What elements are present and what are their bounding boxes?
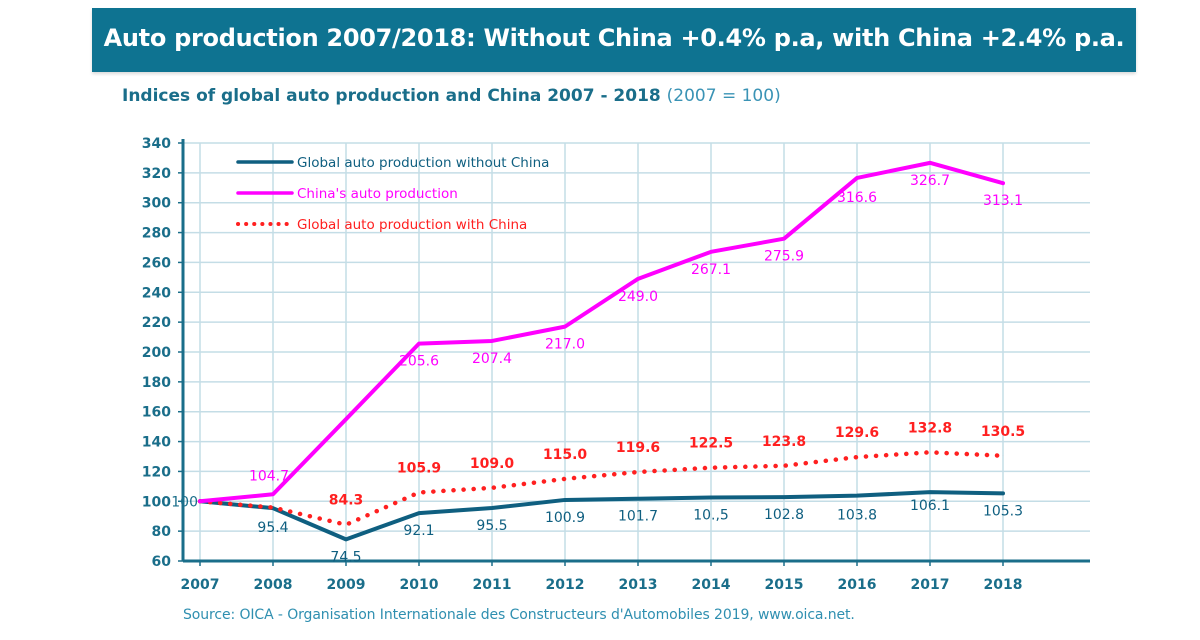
grid [183, 142, 1090, 561]
series-china-label: 249.0 [618, 289, 658, 305]
y-tick-label: 320 [142, 166, 171, 182]
y-tick-label: 120 [142, 464, 171, 480]
series-china-legend-label: China's auto production [297, 186, 458, 202]
series-with-china-legend-label: Global auto production with China [297, 217, 527, 233]
x-tick-label: 2014 [692, 577, 731, 593]
chart-subtitle: Indices of global auto production and Ch… [122, 86, 781, 106]
series-without-china-label: 105.3 [983, 503, 1023, 519]
series-with-china-label: 115.0 [543, 447, 588, 463]
series-with-china-label: 132.8 [908, 420, 952, 436]
series-china-label: 313.1 [983, 193, 1023, 209]
subtitle-main: Indices of global auto production and Ch… [122, 86, 661, 106]
x-tick-label: 2008 [254, 577, 293, 593]
series-china-label: 207.4 [472, 351, 512, 367]
series-without-china-label: 101.7 [618, 509, 658, 525]
series-without-china-label: 95.4 [257, 520, 288, 536]
legend: Global auto production without China Chin… [236, 155, 549, 233]
series-china-label: 275.9 [764, 249, 804, 265]
y-tick-label: 100 [142, 494, 171, 510]
x-tick-label: 2011 [473, 577, 512, 593]
y-tick-label: 160 [142, 405, 171, 421]
series-group [197, 160, 1006, 542]
series-without-china-label: 100.9 [545, 510, 585, 526]
y-tick-label: 260 [142, 255, 171, 271]
x-tick-label: 2015 [765, 577, 804, 593]
series-china-label: 217.0 [545, 337, 585, 353]
x-tick-label: 2010 [400, 577, 439, 593]
series-with-china-line [197, 450, 1006, 527]
y-tick-label: 60 [152, 554, 172, 570]
series-china-label: 326.7 [910, 173, 950, 189]
series-without-china-label: 95.5 [476, 518, 507, 534]
series-china-line [198, 160, 1005, 504]
series-with-china-label: 84.3 [329, 493, 364, 509]
y-tick-label: 140 [142, 435, 171, 451]
series-china-label: 316.6 [837, 190, 877, 206]
series-without-china-label: 103.8 [837, 508, 877, 524]
series-without-china-line [198, 490, 1005, 542]
x-tick-label: 2012 [546, 577, 585, 593]
series-with-china-label: 109.0 [470, 456, 515, 472]
y-tick-label: 300 [142, 196, 171, 212]
series-without-china-label: 106.1 [910, 498, 950, 514]
y-tick-label: 240 [142, 285, 171, 301]
series-without-china-label: 92.1 [403, 523, 434, 539]
series-without-china-label: 10.,5 [693, 508, 729, 524]
series-with-china-label: 129.6 [835, 425, 879, 441]
source-note: Source: OICA - Organisation Internationa… [183, 607, 855, 623]
start-value-label: 100 [171, 494, 198, 510]
x-tick-label: 2017 [911, 577, 950, 593]
y-tick-label: 180 [142, 375, 171, 391]
title-banner: Auto production 2007/2018: Without China… [92, 8, 1136, 72]
series-china-label: 267.1 [691, 262, 731, 278]
series-with-china-label: 123.8 [762, 434, 806, 450]
series-without-china-label: 102.8 [764, 507, 804, 523]
x-tick-label: 2009 [327, 577, 366, 593]
y-tick-label: 280 [142, 226, 171, 242]
x-tick-label: 2013 [619, 577, 658, 593]
series-without-china-label: 74.5 [330, 549, 361, 565]
y-tick-label: 340 [142, 136, 171, 152]
series-with-china-label: 122.5 [689, 436, 733, 452]
data-labels: 95.4 74.5 92.1 95.5 100.9 101.7 10.,5 102.8 103.… [171, 173, 1025, 565]
series-with-china-label: 130.5 [981, 424, 1025, 440]
y-tick-label: 220 [142, 315, 171, 331]
banner-title: Auto production 2007/2018: Without China… [103, 24, 1125, 52]
series-china-label: 104.7 [249, 468, 289, 484]
series-with-china-label: 119.6 [616, 440, 660, 456]
axes: 6080100120140160180200220240260280300320… [142, 136, 1090, 593]
subtitle-note: (2007 = 100) [666, 86, 781, 106]
series-with-china-label: 105.9 [397, 460, 441, 476]
x-tick-label: 2018 [984, 577, 1023, 593]
series-without-china-legend-label: Global auto production without China [297, 155, 549, 171]
y-tick-label: 200 [142, 345, 171, 361]
x-tick-label: 2016 [838, 577, 877, 593]
x-tick-label: 2007 [181, 577, 220, 593]
y-tick-label: 80 [152, 524, 172, 540]
series-china-label: 205.6 [399, 354, 439, 370]
